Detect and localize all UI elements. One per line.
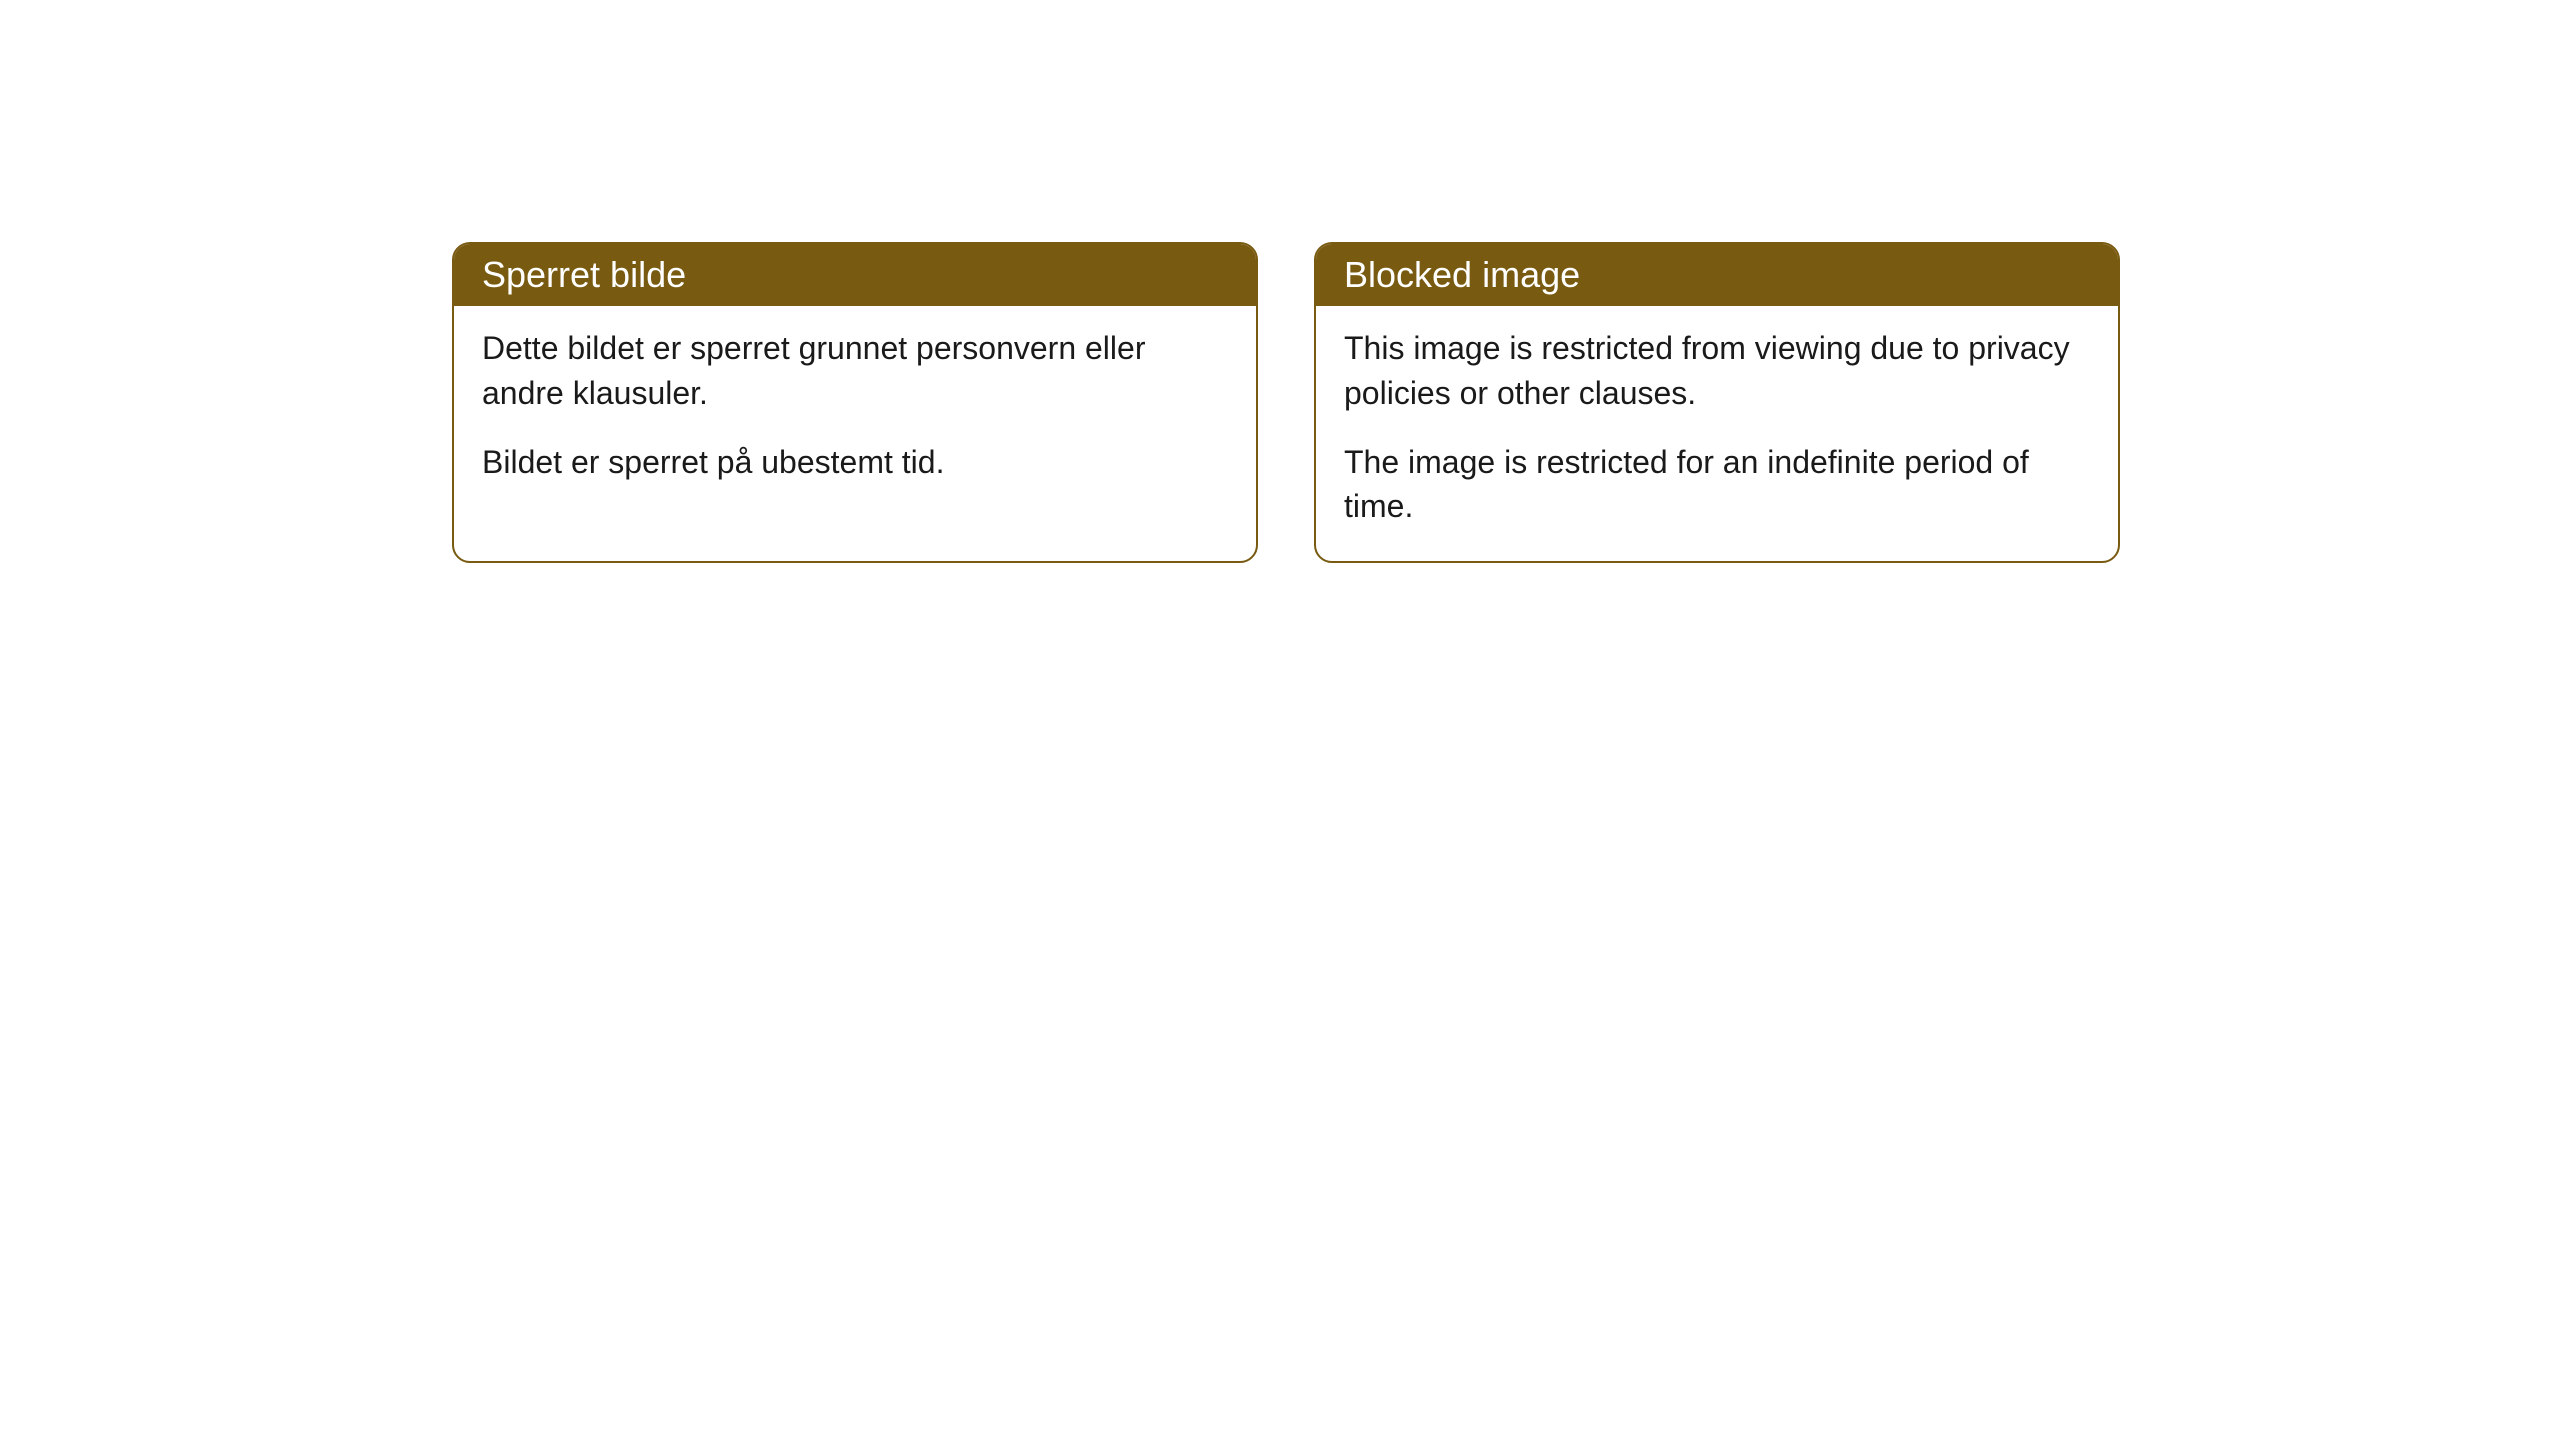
notice-paragraph: This image is restricted from viewing du… [1344,326,2090,416]
notice-header: Sperret bilde [454,244,1256,306]
notice-paragraph: The image is restricted for an indefinit… [1344,440,2090,530]
notice-card-english: Blocked image This image is restricted f… [1314,242,2120,563]
notice-body: Dette bildet er sperret grunnet personve… [454,306,1256,516]
notice-paragraph: Bildet er sperret på ubestemt tid. [482,440,1228,485]
notice-body: This image is restricted from viewing du… [1316,306,2118,561]
notice-card-norwegian: Sperret bilde Dette bildet er sperret gr… [452,242,1258,563]
notice-paragraph: Dette bildet er sperret grunnet personve… [482,326,1228,416]
notice-container: Sperret bilde Dette bildet er sperret gr… [452,242,2120,563]
notice-header: Blocked image [1316,244,2118,306]
